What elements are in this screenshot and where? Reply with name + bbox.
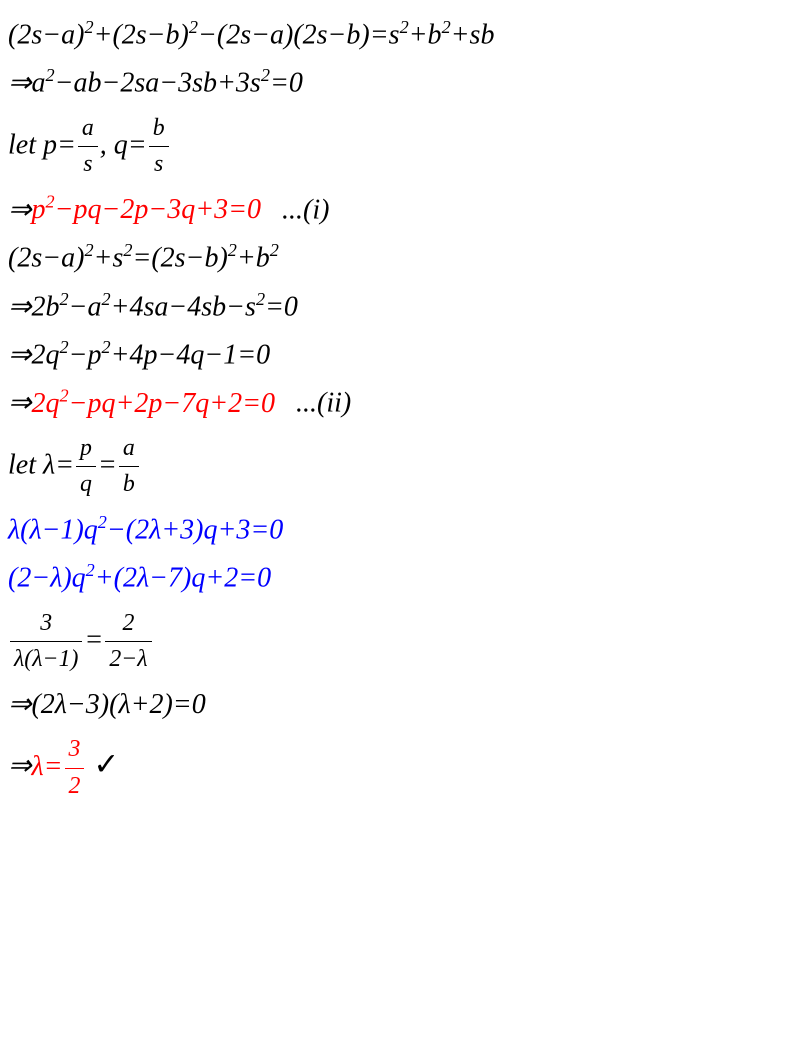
math-line-13: ⇒(2λ−3)(λ+2)=0 (8, 684, 800, 726)
math-line-4: ⇒p2−pq−2p−3q+3=0 ...(i) (8, 189, 800, 231)
math-line-12: 3λ(λ−1)=22−λ (8, 606, 800, 678)
math-line-8: ⇒2q2−pq+2p−7q+2=0 ...(ii) (8, 382, 800, 424)
math-line-7: ⇒2q2−p2+4p−4q−1=0 (8, 334, 800, 376)
math-line-14: ⇒λ=32 ✓ (8, 732, 800, 804)
math-line-2: ⇒a2−ab−2sa−3sb+3s2=0 (8, 62, 800, 104)
math-line-5: (2s−a)2+s2=(2s−b)2+b2 (8, 237, 800, 279)
math-line-11: (2−λ)q2+(2λ−7)q+2=0 (8, 557, 800, 599)
math-line-6: ⇒2b2−a2+4sa−4sb−s2=0 (8, 286, 800, 328)
math-line-10: λ(λ−1)q2−(2λ+3)q+3=0 (8, 509, 800, 551)
math-line-9: let λ=pq=ab (8, 431, 800, 503)
math-content: (2s−a)2+(2s−b)2−(2s−a)(2s−b)=s2+b2+sb ⇒a2… (8, 14, 800, 804)
math-line-1: (2s−a)2+(2s−b)2−(2s−a)(2s−b)=s2+b2+sb (8, 14, 800, 56)
math-line-3: let p=as, q=bs (8, 111, 800, 183)
